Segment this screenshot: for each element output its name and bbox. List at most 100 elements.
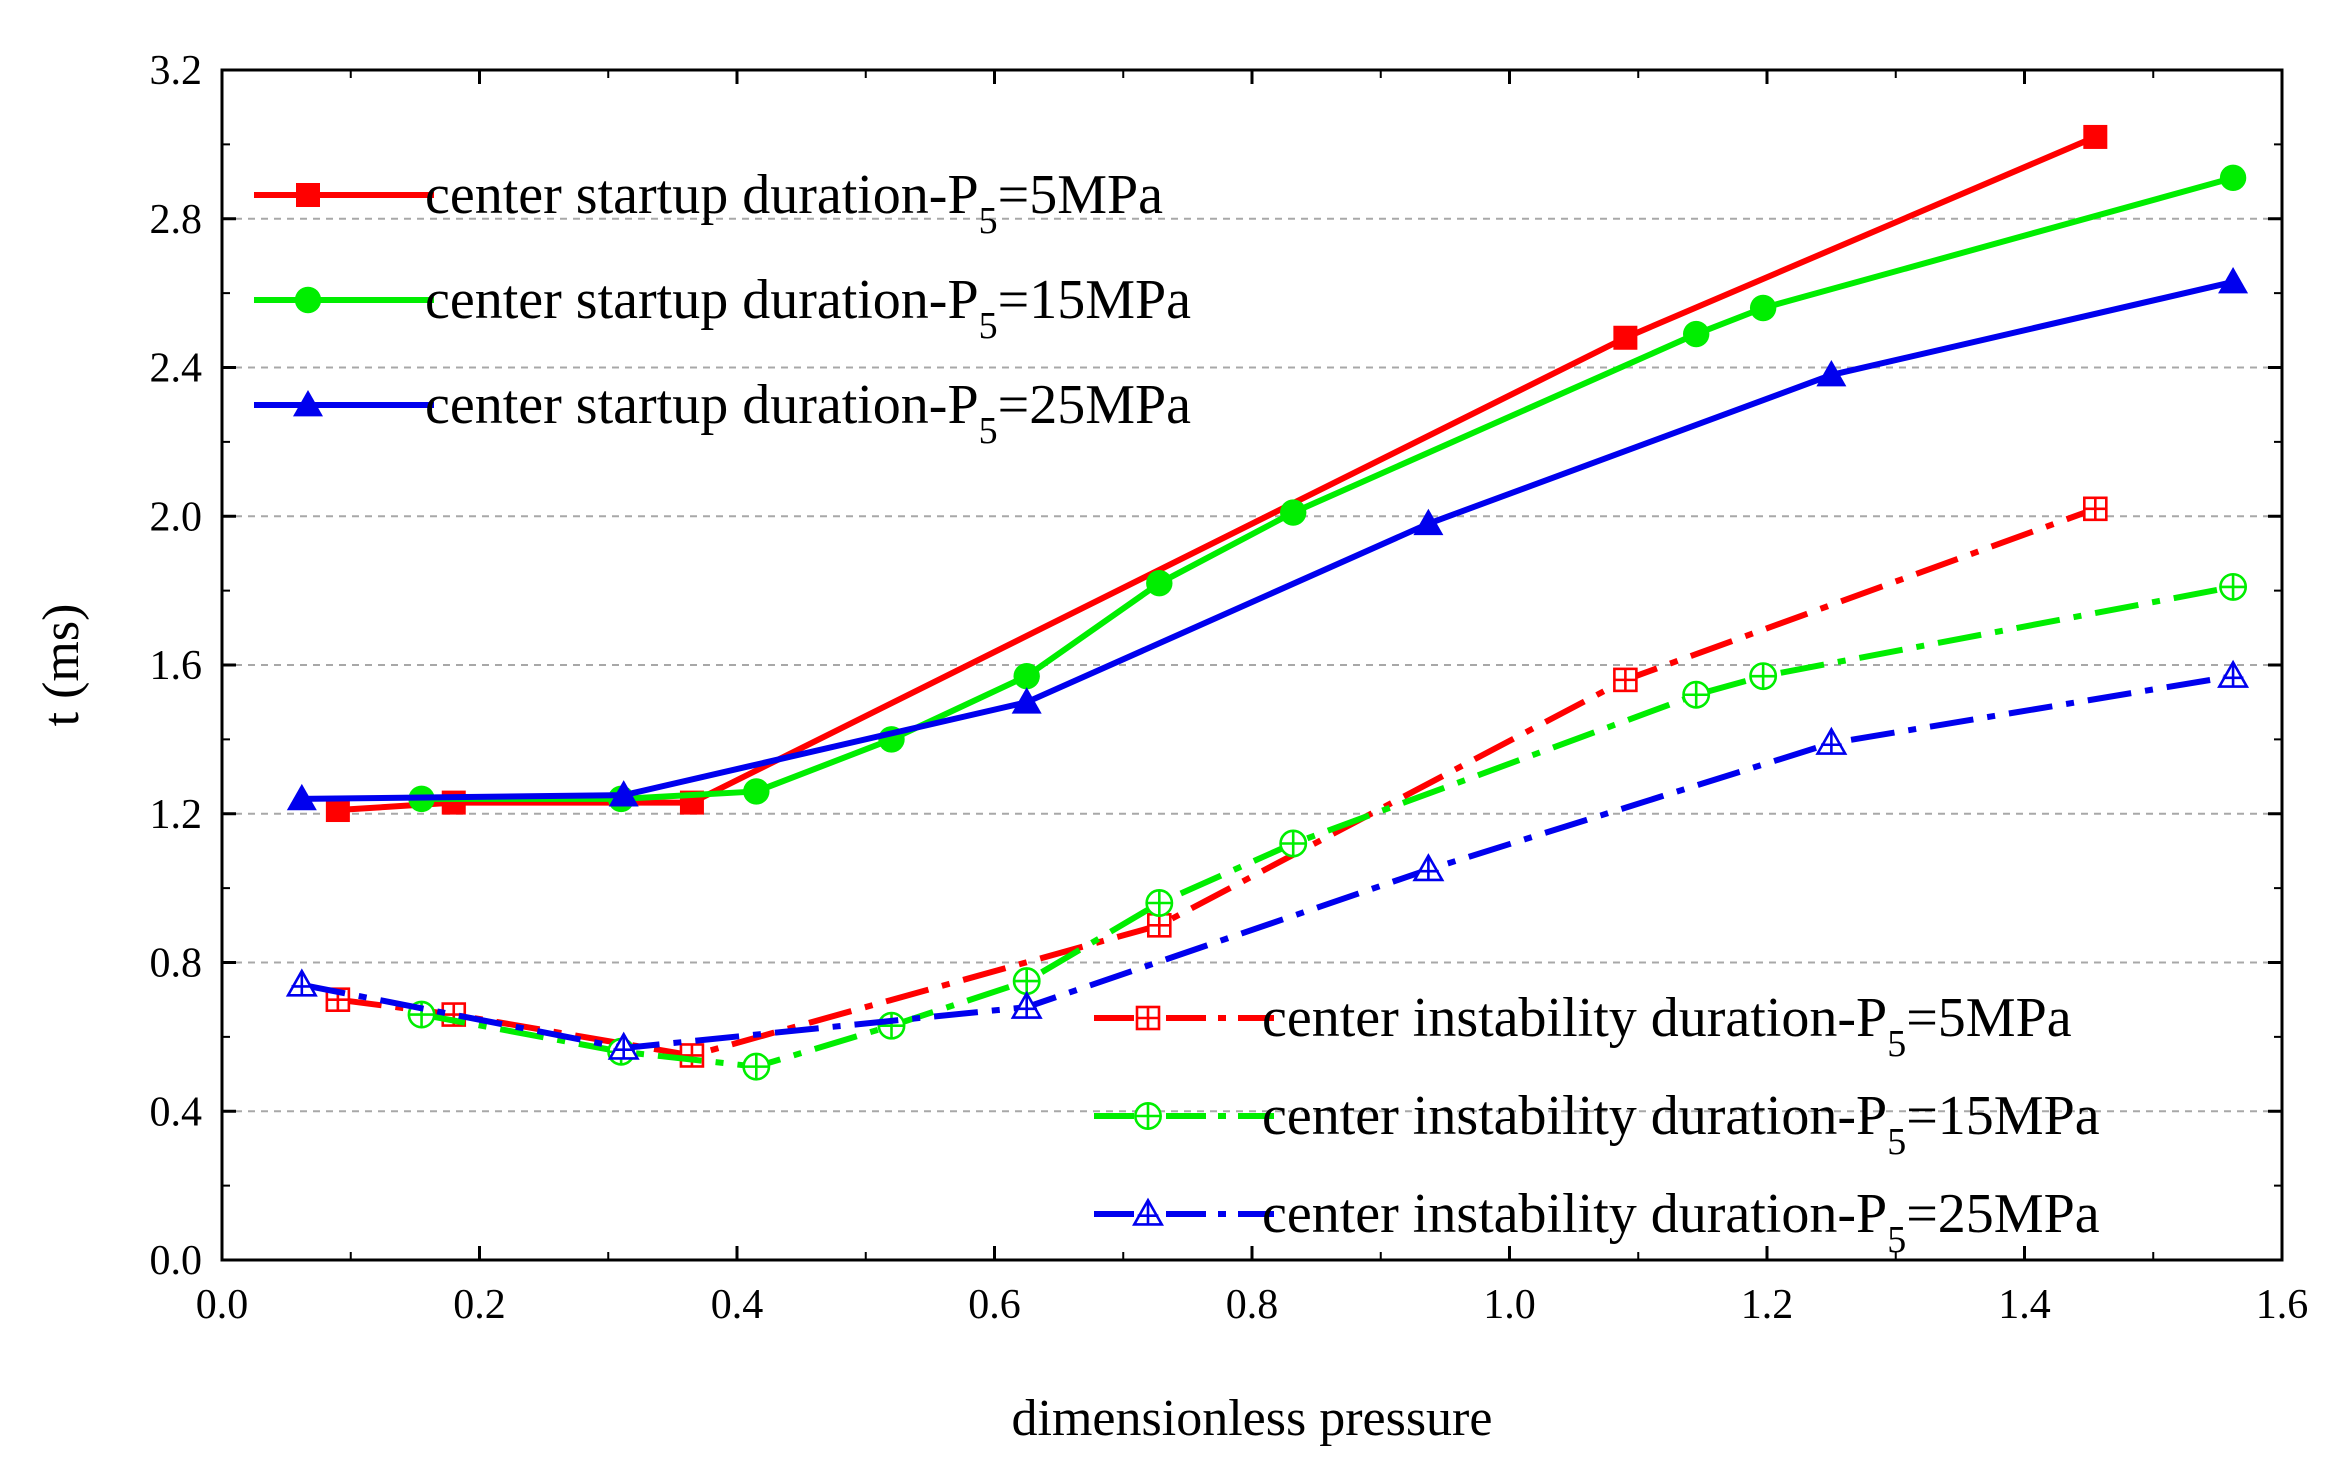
data-point [1682,680,1711,709]
y-tick-label: 2.8 [150,197,203,243]
legend-label-main: center startup duration-P [425,374,979,436]
legend-label: center instability duration-P5=25MPa [1262,1183,2100,1261]
data-point [607,1031,640,1060]
data-point [1012,967,1041,996]
series-2 [286,266,2249,811]
marker-circle [1280,499,1307,526]
legend-label-subscript: 5 [979,305,998,347]
data-point [1613,667,1638,693]
data-point [1279,829,1308,858]
legend-label-tail: =25MPa [998,374,1192,436]
data-point [1412,853,1445,882]
series-layer [285,124,2250,1081]
series-5 [285,659,2250,1060]
marker-triangle [286,783,317,811]
legend-label-main: center instability duration-P [1262,1085,1887,1147]
legend-label-tail: =5MPa [998,164,1164,226]
data-point [2219,572,2248,601]
data-point [608,780,639,807]
axis-ticks: 0.0 0.4 0.8 1.2 1.6 2.0 2.4 2.8 3.2 0.0 0.2 0.4 0.6 0… [150,48,2309,1328]
x-tick-label: 0.8 [1226,1282,1279,1328]
marker-square [325,798,350,823]
x-tick-label: 1.6 [2256,1282,2309,1328]
data-point [2218,266,2249,294]
y-tick-label: 3.2 [150,48,203,94]
y-tick-label: 1.2 [150,792,203,838]
x-tick-label: 1.4 [1998,1282,2051,1328]
marker-circle [294,286,322,314]
marker-square [1613,325,1638,350]
legend-label-subscript: 5 [979,200,998,242]
legend-label: center startup duration-P5=15MPa [425,269,1191,347]
marker-square [2083,124,2108,149]
marker-triangle [2218,266,2249,294]
legend-label-main: center startup duration-P [425,164,979,226]
y-tick-label: 2.0 [150,494,203,540]
data-point [1013,662,1040,690]
marker-triangle [1011,687,1042,714]
data-point [286,783,317,811]
legend-1: center instability duration-P5=5MPacente… [1094,987,2100,1261]
data-point [1749,294,1777,322]
data-point [1613,325,1638,350]
legend-label: center startup duration-P5=5MPa [425,164,1163,242]
data-point [2217,659,2250,688]
marker-circle [1146,569,1173,597]
legend-label-main: center instability duration-P [1262,987,1887,1049]
y-tick-label: 0.8 [150,941,203,987]
legend-marker [1134,1102,1162,1130]
legend-label-main: center instability duration-P [1262,1183,1887,1245]
x-axis-label: dimensionless pressure [1012,1390,1493,1447]
marker-circle [1749,294,1777,322]
data-point [1280,499,1307,526]
data-point [1682,320,1710,348]
x-tick-label: 0.6 [968,1282,1021,1328]
legend-label-subscript: 5 [1887,1023,1906,1065]
marker-triangle [608,780,639,807]
marker-circle [1013,662,1040,690]
marker-triangle [1816,359,1847,387]
legend-label: center instability duration-P5=15MPa [1262,1085,2100,1163]
x-tick-label: 0.2 [453,1282,506,1328]
y-axis-label: t (ms) [33,604,90,727]
data-point [1011,687,1042,714]
data-point [743,778,770,805]
legend-label-subscript: 5 [1887,1121,1906,1163]
data-point [1010,990,1043,1019]
legend-entry: center instability duration-P5=15MPa [1094,1085,2100,1163]
legend-label-tail: =5MPa [1906,987,2072,1049]
data-point [742,1052,771,1081]
legend-label-tail: =15MPa [998,269,1192,331]
data-point [1749,662,1778,691]
data-point [2083,496,2108,522]
data-point [325,798,350,823]
legend-label: center instability duration-P5=5MPa [1262,987,2072,1065]
legend-label-subscript: 5 [1887,1219,1906,1261]
marker-circle [743,778,770,805]
legend-entry: center instability duration-P5=5MPa [1094,987,2072,1065]
legend-label-tail: =25MPa [1906,1183,2100,1245]
series-line [301,673,2234,1052]
series-line [301,279,2234,802]
series-line [421,583,2234,1070]
legend-entry: center startup duration-P5=25MPa [254,374,1191,452]
x-tick-label: 0.0 [196,1282,249,1328]
legend-marker [1132,1197,1164,1226]
marker-square [296,183,320,207]
gridlines [222,217,2282,1113]
legend-entry: center instability duration-P5=25MPa [1094,1183,2100,1261]
marker-circle [2219,164,2247,192]
data-point [1816,359,1847,387]
data-point [1145,889,1174,917]
legend-marker [293,390,323,417]
x-tick-label: 1.0 [1483,1282,1536,1328]
data-point [2219,164,2247,192]
legend-marker [1135,1005,1161,1031]
y-tick-label: 0.4 [150,1089,203,1135]
x-tick-label: 1.2 [1741,1282,1794,1328]
marker-triangle [1413,508,1444,536]
